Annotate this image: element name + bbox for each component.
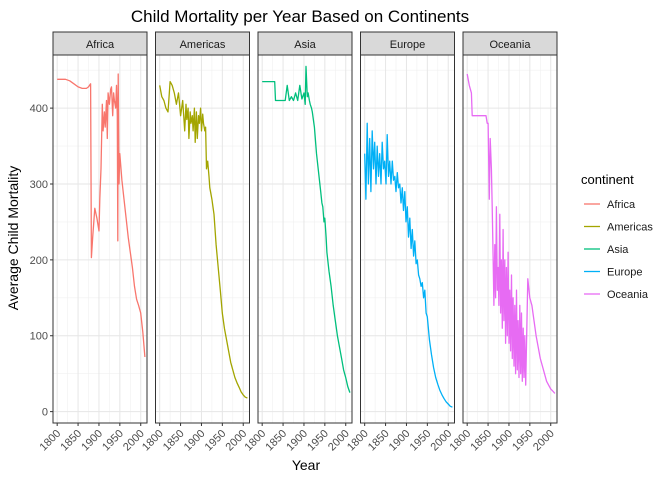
facet-strip-label: Europe — [390, 39, 425, 51]
x-tick-label: 2000 — [224, 428, 250, 454]
facet-strip-label: Africa — [86, 39, 115, 51]
legend-item-oceania: Oceania — [584, 289, 649, 301]
x-axis-title: Year — [292, 457, 321, 473]
x-tick-label: 1900 — [182, 428, 208, 454]
x-tick-label: 1900 — [284, 428, 310, 454]
x-tick-label: 1800 — [243, 428, 269, 454]
legend-title: continent — [581, 172, 634, 187]
y-tick-label: 200 — [30, 255, 48, 267]
legend-label: Africa — [607, 199, 636, 211]
legend-label: Asia — [607, 244, 629, 256]
x-tick-label: 1950 — [510, 428, 536, 454]
x-tick-label: 1950 — [100, 428, 126, 454]
x-tick-label: 1800 — [38, 428, 64, 454]
x-tick-label: 1950 — [408, 428, 434, 454]
x-tick-label: 1850 — [468, 428, 494, 454]
y-tick-label: 300 — [30, 179, 48, 191]
y-tick-label: 0 — [42, 407, 48, 419]
panel-background — [360, 55, 455, 423]
facet-strip — [52, 31, 148, 56]
series-line-africa — [57, 73, 146, 358]
facet-strip — [257, 31, 353, 56]
y-tick-label: 400 — [30, 103, 48, 115]
facet-strip-label: Oceania — [490, 39, 532, 51]
legend: continent Africa Americas Asia Europe Oceani… — [581, 172, 653, 301]
legend-item-europe: Europe — [584, 267, 642, 279]
x-tick-label: 1900 — [489, 428, 515, 454]
x-tick-label: 1850 — [263, 428, 289, 454]
series-line-oceania — [466, 73, 556, 394]
series-line-europe — [364, 122, 453, 408]
legend-label: Europe — [607, 267, 642, 279]
x-tick-label: 2000 — [121, 428, 147, 454]
series-line-asia — [262, 65, 351, 393]
panel-background — [53, 55, 147, 423]
x-tick-label: 1800 — [448, 428, 474, 454]
x-tick-label: 2000 — [326, 428, 352, 454]
chart-title: Child Mortality per Year Based on Contin… — [131, 7, 469, 26]
x-tick-label: 2000 — [531, 428, 557, 454]
legend-item-asia: Asia — [584, 244, 629, 256]
facet-strip-label: Americas — [180, 39, 226, 51]
y-axis-title: Average Child Mortality — [5, 166, 21, 310]
legend-item-africa: Africa — [584, 199, 636, 211]
facet-strip — [462, 31, 558, 56]
facet-strip — [155, 31, 250, 56]
x-tick-label: 1850 — [366, 428, 392, 454]
legend-item-americas: Americas — [584, 222, 653, 234]
x-tick-label: 1800 — [140, 428, 166, 454]
x-tick-label: 2000 — [429, 428, 455, 454]
x-tick-label: 1800 — [345, 428, 371, 454]
legend-label: Americas — [607, 222, 653, 234]
x-tick-label: 1950 — [305, 428, 331, 454]
facet-strip — [360, 31, 455, 56]
x-tick-label: 1850 — [58, 428, 84, 454]
x-tick-label: 1850 — [161, 428, 187, 454]
x-tick-label: 1900 — [387, 428, 413, 454]
panel-background — [258, 55, 352, 423]
legend-label: Oceania — [607, 289, 649, 301]
facet-strip-label: Asia — [294, 39, 316, 51]
x-tick-label: 1900 — [79, 428, 105, 454]
x-tick-label: 1950 — [203, 428, 229, 454]
panel-background — [155, 55, 250, 423]
series-line-americas — [159, 80, 248, 399]
y-tick-label: 100 — [30, 331, 48, 343]
